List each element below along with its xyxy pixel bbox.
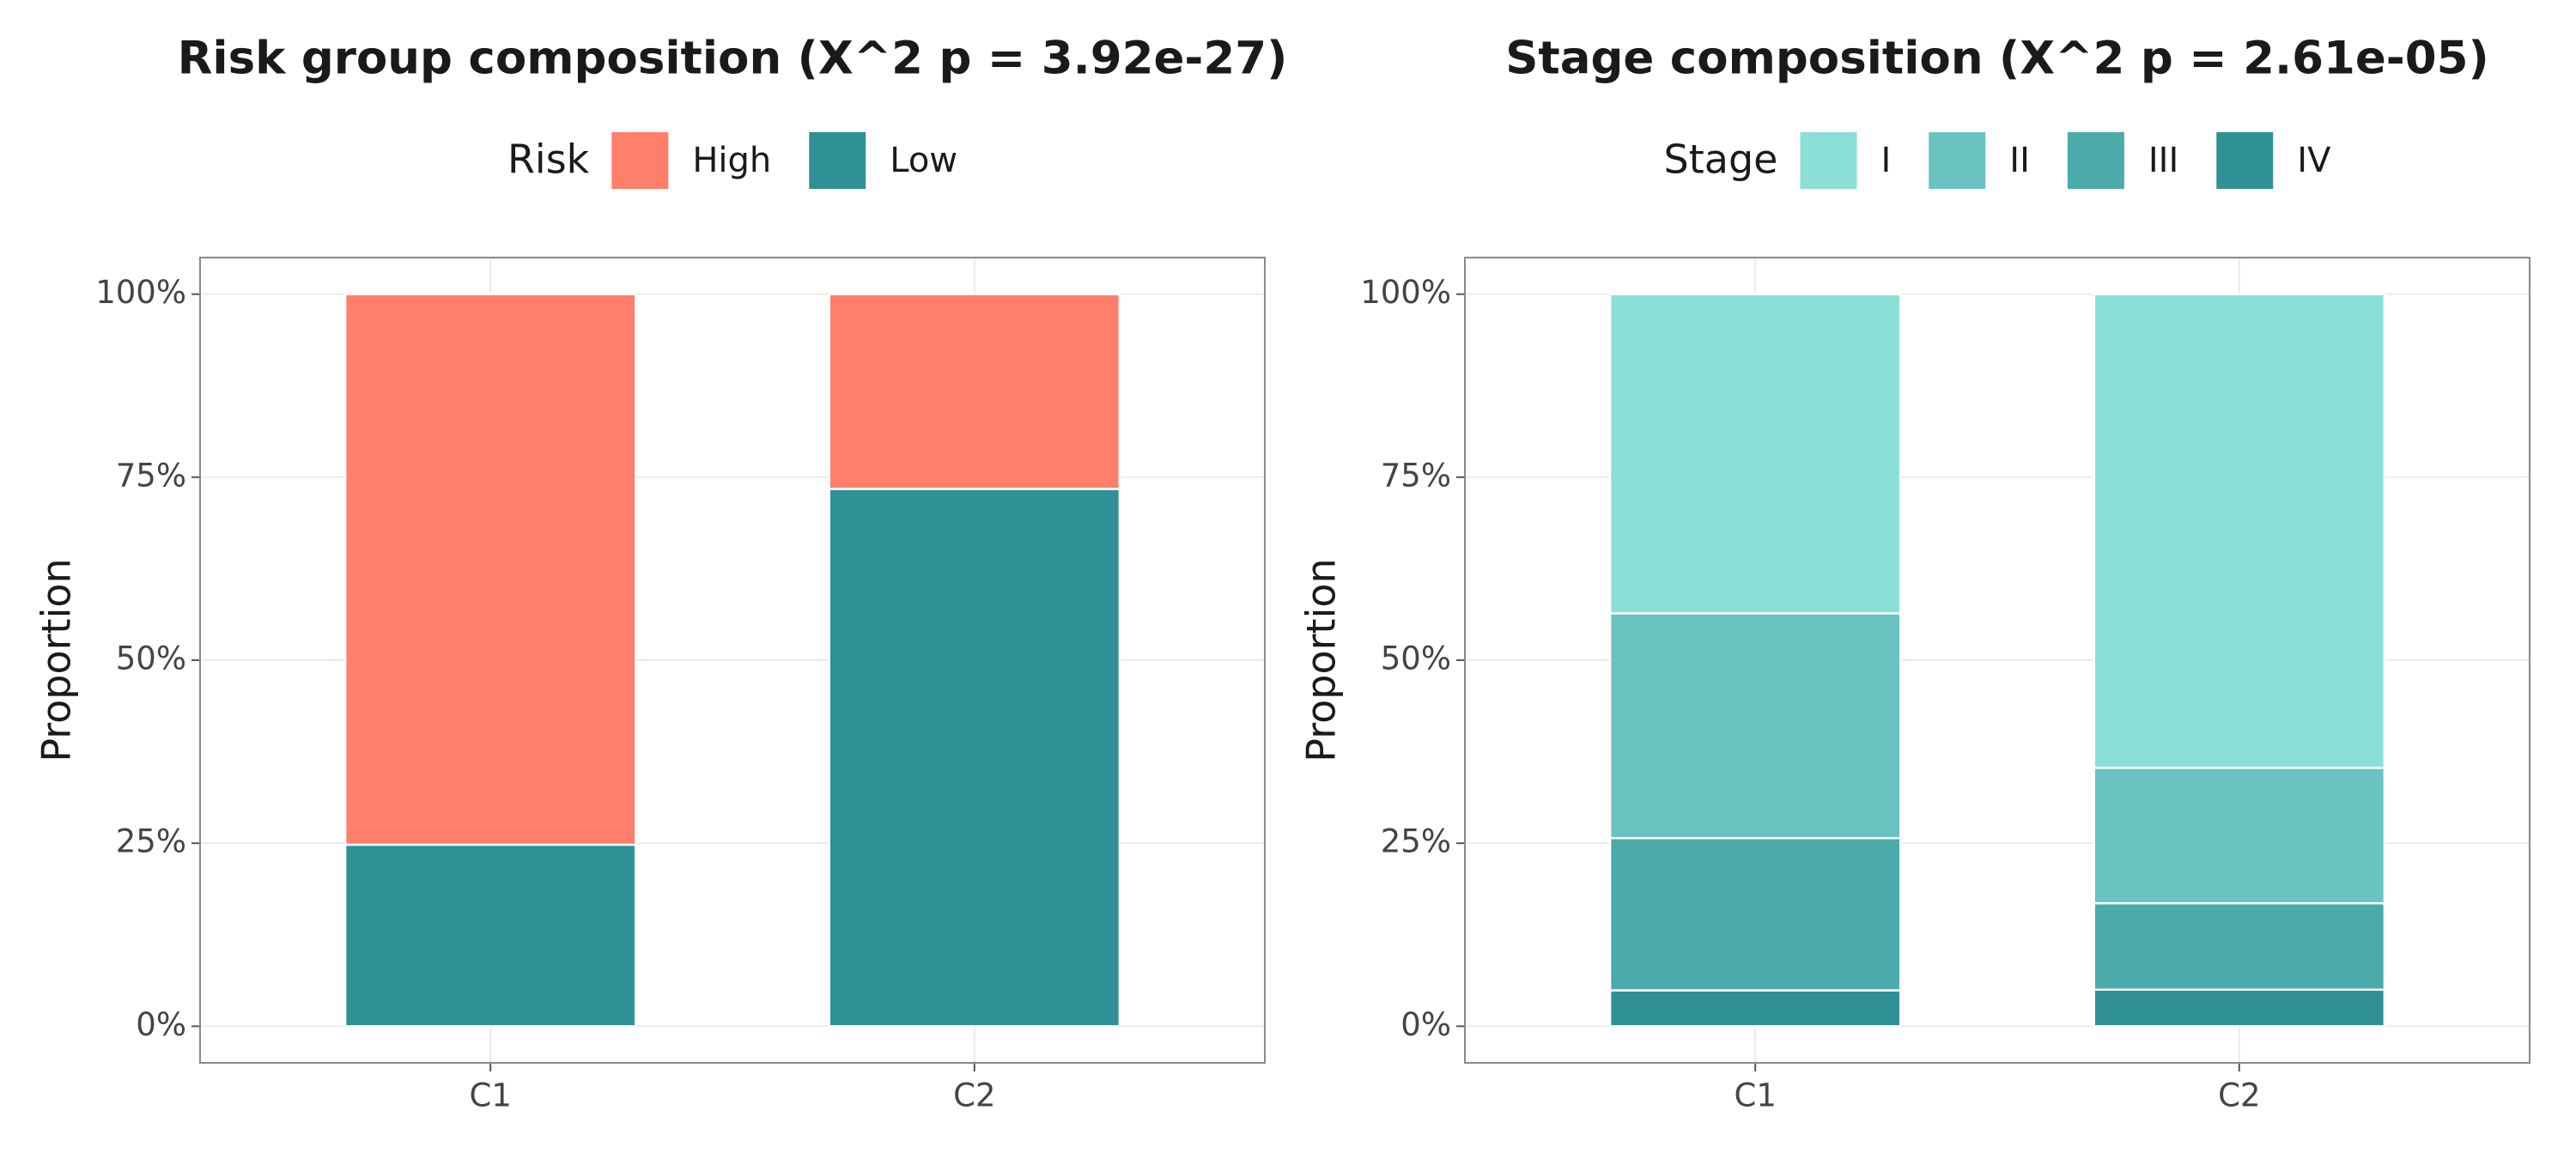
- legend-key: [1800, 132, 1857, 189]
- bar-segment: [343, 293, 637, 846]
- y-tick-label: 100%: [1360, 274, 1451, 311]
- x-tick-label: C1: [469, 1077, 511, 1114]
- y-axis-label: Proportion: [1298, 558, 1345, 762]
- y-tick-label: 50%: [116, 640, 186, 677]
- x-tick-label: C2: [953, 1077, 995, 1114]
- bar-segment: [2093, 293, 2386, 769]
- x-tick-label: C1: [1734, 1077, 1776, 1114]
- bar-segment: [1608, 836, 1902, 992]
- legend: Risk High Low: [507, 132, 957, 189]
- bar-segment: [828, 488, 1121, 1028]
- bar-segment: [1608, 989, 1902, 1028]
- chart: Stage composition (X^2 p = 2.61e-05) Stag…: [1298, 33, 2530, 1114]
- x-tick-label: C2: [2218, 1077, 2260, 1114]
- bar-segment: [1608, 293, 1902, 615]
- legend-key: [1929, 132, 1986, 189]
- legend: Stage I II III IV: [1664, 132, 2331, 189]
- chart: Risk group composition (X^2 p = 3.92e-27…: [33, 33, 1288, 1114]
- legend-label: High: [692, 141, 771, 180]
- chart-title: Risk group composition (X^2 p = 3.92e-27…: [178, 33, 1288, 85]
- bar-segment: [828, 293, 1121, 490]
- legend-title: Stage: [1664, 137, 1778, 183]
- legend-label: IV: [2297, 141, 2331, 180]
- y-tick-label: 25%: [116, 823, 186, 860]
- legend-key: [611, 132, 669, 189]
- y-tick-label: 75%: [1381, 457, 1451, 494]
- legend-key: [809, 132, 866, 189]
- y-tick-label: 0%: [1400, 1006, 1451, 1043]
- panel-border: [199, 257, 1266, 1064]
- legend-title: Risk: [507, 137, 590, 183]
- legend-label: III: [2148, 141, 2178, 180]
- bar-segment: [2093, 767, 2386, 905]
- chart-title: Stage composition (X^2 p = 2.61e-05): [1505, 33, 2489, 85]
- panel-border: [1464, 257, 2530, 1064]
- y-tick-label: 50%: [1381, 640, 1451, 677]
- bar-segment: [2093, 988, 2386, 1028]
- legend-label: I: [1880, 141, 1891, 180]
- bar-segment: [1608, 612, 1902, 840]
- y-tick-label: 0%: [136, 1006, 186, 1043]
- y-tick-label: 75%: [116, 457, 186, 494]
- y-tick-label: 100%: [95, 274, 186, 311]
- y-axis-label: Proportion: [33, 558, 80, 762]
- legend-key: [2216, 132, 2274, 189]
- bar-segment: [2093, 901, 2386, 991]
- legend-label: Low: [890, 141, 957, 180]
- legend-key: [2067, 132, 2124, 189]
- y-tick-label: 25%: [1381, 823, 1451, 860]
- legend-label: II: [2009, 141, 2030, 180]
- bar-segment: [343, 843, 637, 1028]
